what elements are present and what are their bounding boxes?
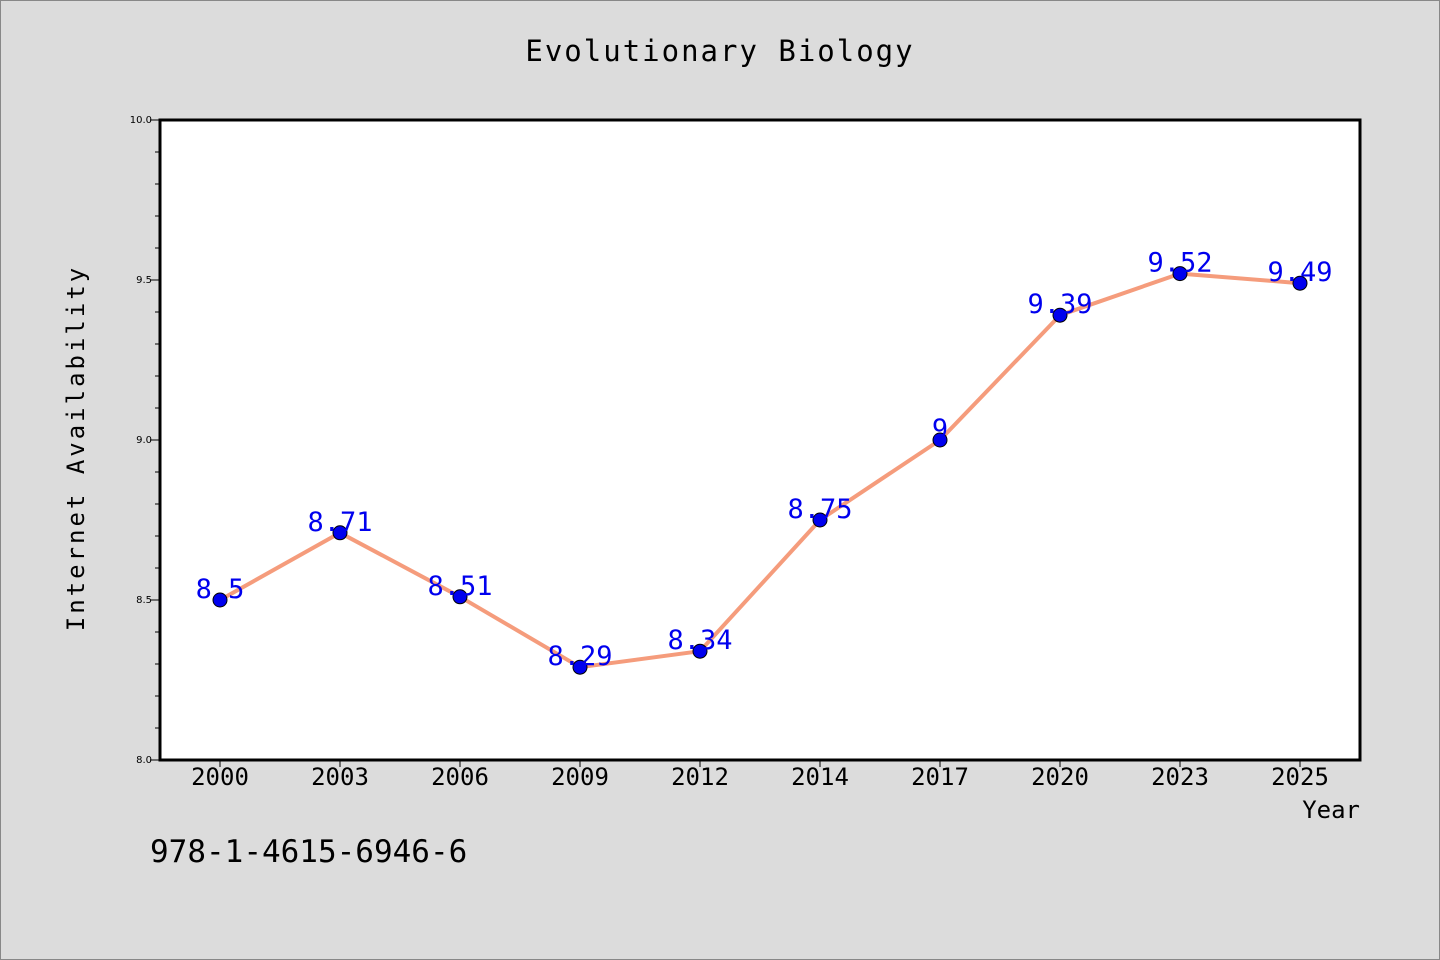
data-point xyxy=(452,589,468,605)
y-tick-label: 8.5 xyxy=(136,595,152,606)
x-tick-label: 2009 xyxy=(551,763,609,791)
data-point xyxy=(212,592,228,608)
data-point xyxy=(812,512,828,528)
data-label: 9.39 xyxy=(1027,289,1092,320)
x-tick-label: 2000 xyxy=(191,763,249,791)
x-tick-label: 2025 xyxy=(1271,763,1329,791)
y-tick-label: 9.0 xyxy=(136,435,152,446)
data-point xyxy=(1172,266,1188,282)
data-label: 8.29 xyxy=(547,641,612,672)
x-tick-label: 2017 xyxy=(911,763,969,791)
data-point xyxy=(932,432,948,448)
x-tick-label: 2006 xyxy=(431,763,489,791)
data-point xyxy=(1292,275,1308,291)
data-label: 8.75 xyxy=(787,494,852,525)
y-tick-label: 8.0 xyxy=(136,755,152,766)
data-label: 8.5 xyxy=(196,574,245,605)
x-tick-label: 2003 xyxy=(311,763,369,791)
plot-area xyxy=(158,118,1362,762)
data-label: 8.51 xyxy=(427,571,492,602)
data-point xyxy=(332,525,348,541)
isbn-annotation: 978-1-4615-6946-6 xyxy=(150,834,468,870)
chart-title: Evolutionary Biology xyxy=(525,34,915,68)
data-label: 9.49 xyxy=(1267,257,1332,288)
data-label: 9 xyxy=(932,414,948,445)
data-point xyxy=(1052,307,1068,323)
x-tick-label: 2023 xyxy=(1151,763,1209,791)
data-label: 9.52 xyxy=(1147,248,1212,279)
x-tick-label: 2012 xyxy=(671,763,729,791)
data-point xyxy=(692,643,708,659)
series-line xyxy=(218,271,1302,670)
y-tick-label: 10.0 xyxy=(130,115,152,126)
data-label: 8.34 xyxy=(667,625,732,656)
data-point xyxy=(572,659,588,675)
y-tick-label: 9.5 xyxy=(136,275,152,286)
x-tick-label: 2014 xyxy=(791,763,849,791)
x-tick-label: 2020 xyxy=(1031,763,1089,791)
data-label: 8.71 xyxy=(307,507,372,538)
x-axis-label: Year xyxy=(1302,796,1360,824)
